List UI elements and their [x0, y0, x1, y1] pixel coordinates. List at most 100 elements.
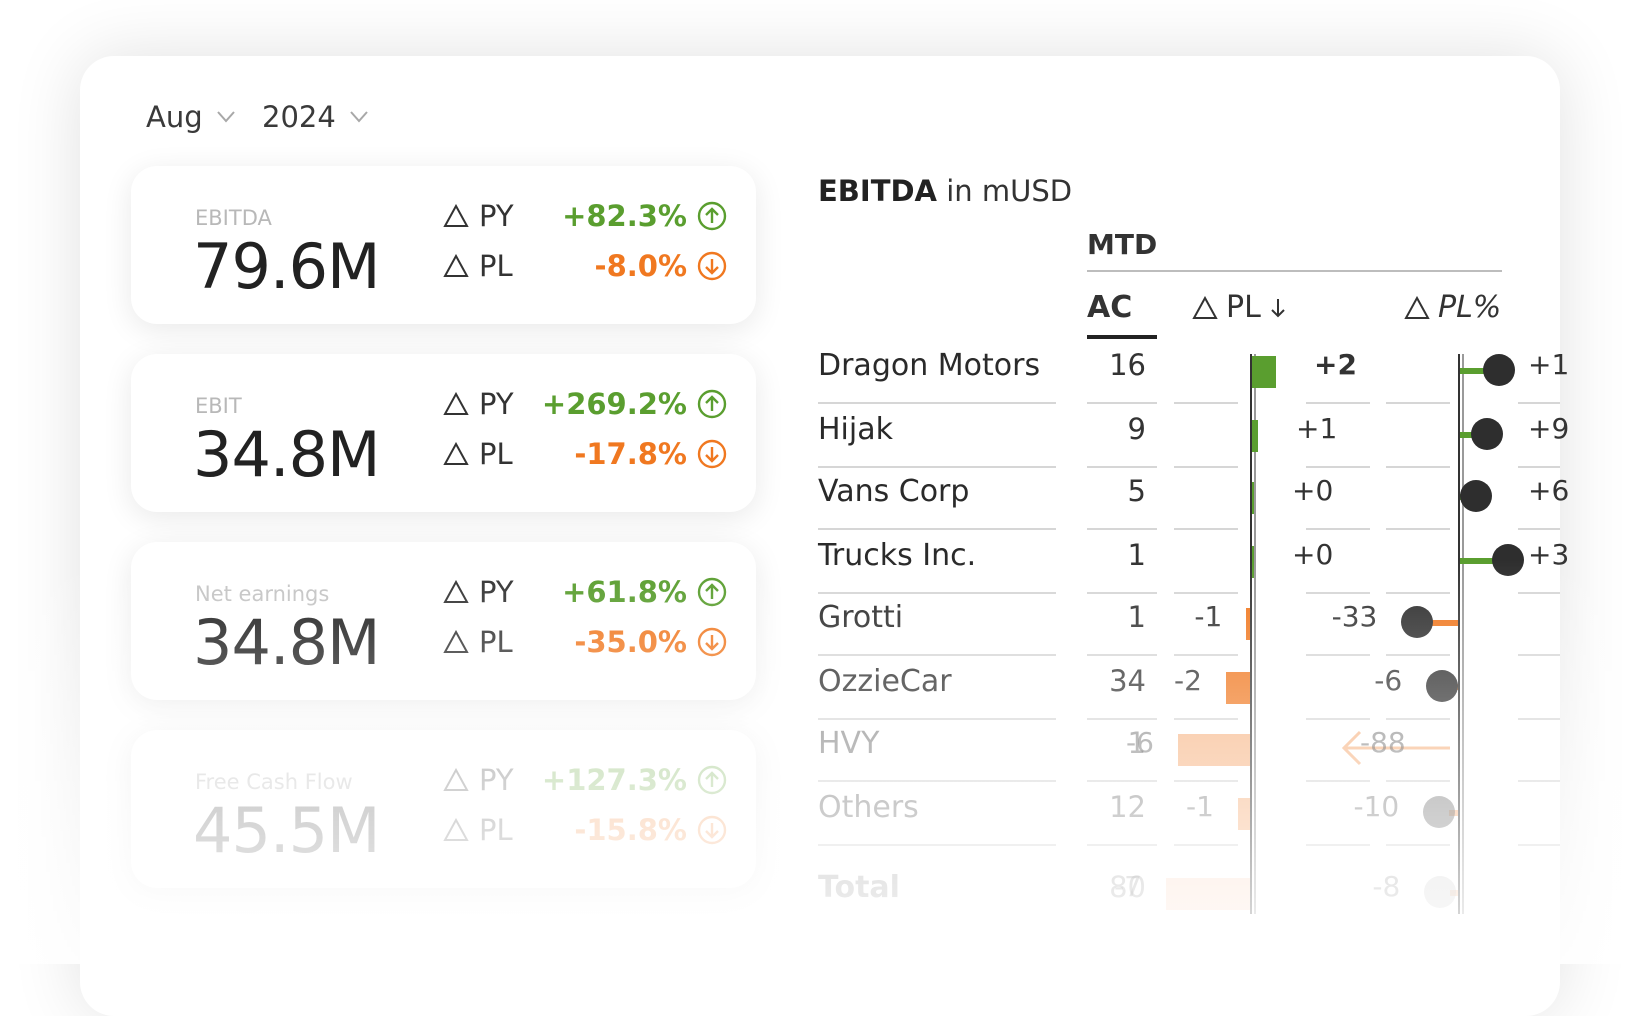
arrow-down-circle-icon	[697, 627, 727, 657]
delta-pl-percent-dot	[1422, 796, 1455, 828]
delta-pl-percent-value: -10	[1353, 790, 1400, 823]
row-underline	[1087, 402, 1157, 404]
row-underline	[1087, 844, 1157, 846]
delta-pl-percent-stem	[1460, 368, 1489, 374]
row-underline	[1518, 466, 1560, 468]
row-name: Vans Corp	[818, 474, 970, 509]
month-label: Aug	[146, 100, 203, 134]
compare-delta-value: -35.0%	[574, 625, 687, 659]
row-underline	[1174, 844, 1238, 846]
delta-pl-bar	[1238, 798, 1250, 830]
row-underline	[1087, 718, 1157, 720]
month-selector[interactable]: Aug	[146, 100, 235, 134]
delta-icon	[443, 630, 469, 653]
row-underline	[1518, 592, 1560, 594]
column-header-delta-pl-percent-label: PL%	[1438, 290, 1502, 325]
column-header-delta-pl[interactable]: PL	[1192, 290, 1287, 325]
total-row-name: Total	[818, 870, 900, 905]
arrow-down-circle-icon	[697, 815, 727, 845]
row-underline	[818, 718, 1056, 720]
row-underline	[818, 780, 1056, 782]
delta-pl-value: +1	[1296, 412, 1338, 445]
row-name: OzzieCar	[818, 664, 952, 699]
compare-delta-value: -17.8%	[574, 437, 687, 471]
row-underline	[1174, 528, 1238, 530]
delta-icon	[443, 254, 469, 277]
ac-value: 16	[1109, 348, 1146, 382]
delta-pl-percent-stem	[1460, 432, 1478, 438]
compare-delta-value: -8.0%	[594, 249, 687, 283]
ac-value: 1	[1127, 600, 1146, 634]
row-underline	[1306, 780, 1370, 782]
table-title: EBITDA in mUSD	[818, 174, 1072, 208]
delta-pl-value: -6	[1126, 726, 1154, 759]
arrow-down-circle-icon	[697, 439, 727, 469]
delta-pl-percent-dot	[1400, 606, 1433, 638]
delta-pl-percent-axis-shadow	[1462, 354, 1464, 914]
delta-icon	[443, 768, 469, 791]
delta-pl-bar	[1166, 878, 1250, 910]
year-selector[interactable]: 2024	[262, 100, 368, 134]
compare-delta-value: +269.2%	[541, 387, 687, 421]
row-underline	[1174, 654, 1238, 656]
row-underline	[1386, 528, 1450, 530]
kpi-card[interactable]: EBITDA 79.6M PY +82.3% PL -8.0%	[131, 166, 756, 324]
kpi-value: 45.5M	[193, 794, 381, 867]
delta-pl-bar	[1252, 420, 1258, 452]
row-underline	[818, 592, 1056, 594]
row-underline	[1087, 780, 1157, 782]
kpi-compare-pl: PL -15.8%	[443, 810, 733, 850]
row-underline	[1306, 592, 1370, 594]
delta-pl-percent-value: +9	[1528, 412, 1568, 445]
row-underline	[1386, 466, 1450, 468]
row-underline	[1386, 780, 1450, 782]
row-underline	[1174, 780, 1238, 782]
column-header-ac[interactable]: AC	[1087, 290, 1133, 325]
kpi-card[interactable]: Net earnings 34.8M PY +61.8% PL -35.0%	[131, 542, 756, 700]
arrow-up-circle-icon	[697, 389, 727, 419]
row-underline	[1087, 654, 1157, 656]
row-underline	[1306, 402, 1370, 404]
delta-pl-percent-value: +1	[1528, 348, 1568, 381]
row-underline	[1306, 654, 1370, 656]
column-header-delta-pl-percent[interactable]: PL%	[1404, 290, 1501, 325]
kpi-compare-py: PY +61.8%	[443, 572, 733, 612]
delta-pl-percent-axis	[1458, 354, 1460, 914]
row-name: Others	[818, 790, 919, 825]
row-underline	[1087, 466, 1157, 468]
table-title-unit: in mUSD	[937, 174, 1073, 208]
delta-pl-value: +0	[1292, 538, 1334, 571]
ac-value: 5	[1127, 474, 1146, 508]
delta-icon	[443, 580, 469, 603]
row-name: Grotti	[818, 600, 904, 635]
compare-ref-label: PY	[479, 575, 514, 609]
section-header-mtd: MTD	[1087, 228, 1158, 261]
delta-pl-percent-value: +3	[1528, 538, 1568, 571]
row-underline	[1306, 528, 1370, 530]
section-divider	[1087, 270, 1502, 272]
kpi-card[interactable]: EBIT 34.8M PY +269.2% PL -17.8%	[131, 354, 756, 512]
chevron-down-icon	[350, 111, 368, 123]
delta-pl-percent-dot	[1471, 418, 1504, 450]
delta-pl-value: -7	[1114, 870, 1142, 903]
row-underline	[1306, 844, 1370, 846]
compare-delta-value: +127.3%	[541, 763, 687, 797]
row-underline	[1174, 466, 1238, 468]
row-underline	[818, 844, 1056, 846]
row-underline	[1306, 718, 1370, 720]
delta-pl-bar	[1178, 734, 1250, 766]
row-underline	[1518, 718, 1560, 720]
compare-ref-label: PY	[479, 763, 514, 797]
ac-value: 9	[1127, 412, 1146, 446]
delta-pl-percent-dot	[1482, 354, 1515, 386]
delta-pl-percent-value: +6	[1528, 474, 1568, 507]
row-name: Dragon Motors	[818, 348, 1041, 383]
delta-pl-percent-dot	[1492, 544, 1524, 576]
kpi-label: EBITDA	[195, 206, 272, 230]
ac-value: 12	[1109, 790, 1146, 824]
kpi-compare-py: PY +269.2%	[443, 384, 733, 424]
arrow-down-circle-icon	[697, 251, 727, 281]
delta-icon	[1404, 295, 1430, 319]
kpi-card[interactable]: Free Cash Flow 45.5M PY +127.3% PL -15.8%	[131, 730, 756, 888]
column-header-delta-pl-label: PL	[1226, 290, 1261, 325]
